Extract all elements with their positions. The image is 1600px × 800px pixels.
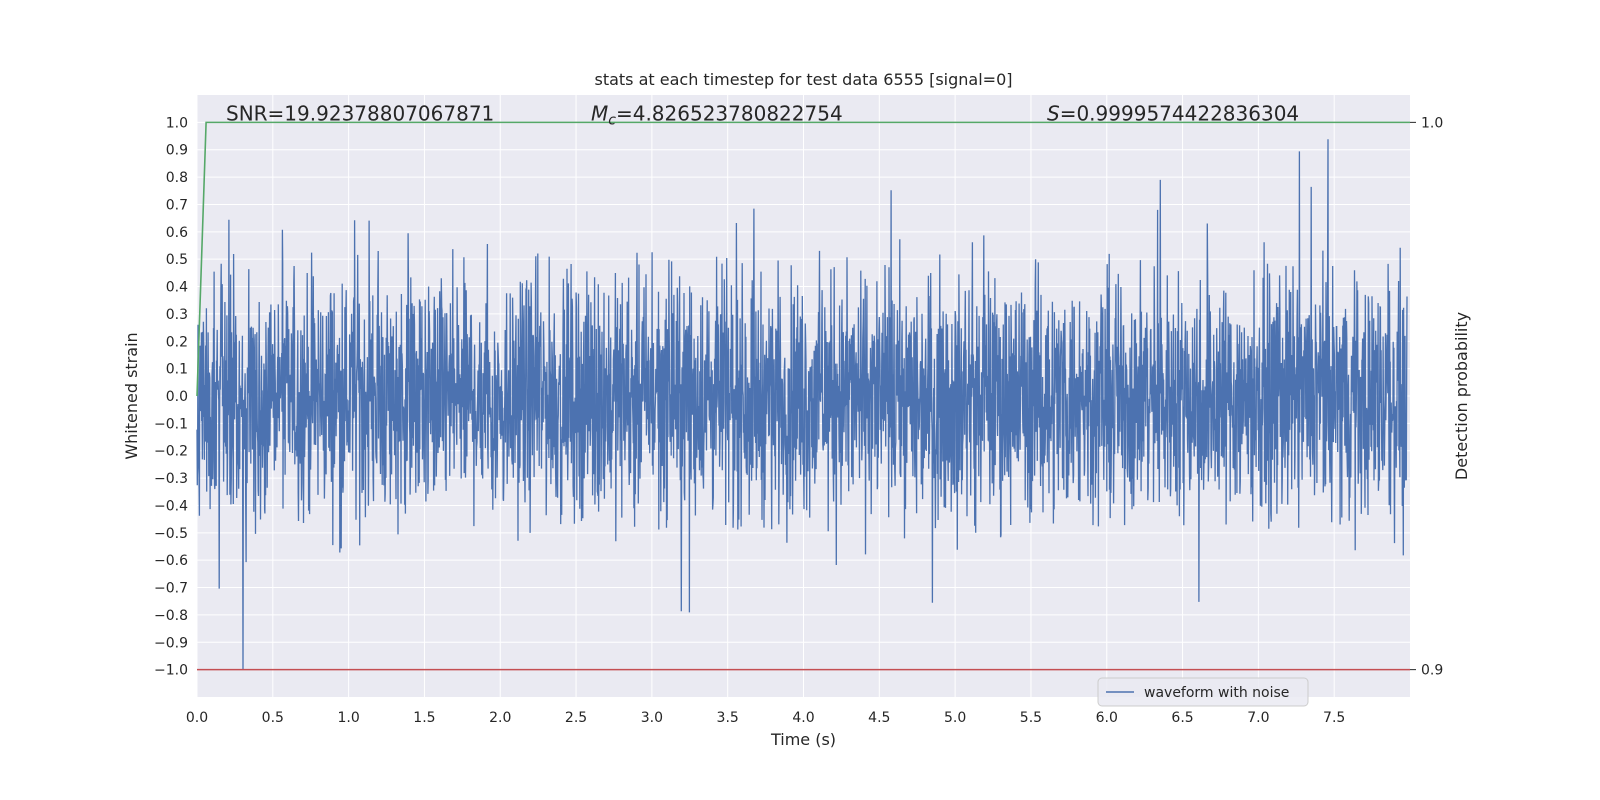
y2-tick-label: 1.0 xyxy=(1421,115,1443,131)
y2-axis-ticks: 1.0 0.9 xyxy=(1410,115,1443,679)
legend: waveform with noise xyxy=(1097,677,1309,707)
x-tick-label: 0.5 xyxy=(262,710,284,726)
detection-probability-line xyxy=(196,121,1410,397)
y-tick-label: 0.6 xyxy=(166,225,188,241)
x-tick-label: 4.5 xyxy=(868,710,890,726)
x-tick-label: 2.5 xyxy=(565,710,587,726)
x-tick-label: 3.5 xyxy=(717,710,739,726)
x-tick-label: 5.5 xyxy=(1020,710,1042,726)
chirp-mass-annotation: Mc=4.826523780822754 xyxy=(591,101,843,128)
x-tick-label: 4.0 xyxy=(792,710,814,726)
y-tick-label: 0.8 xyxy=(166,170,188,186)
legend-label: waveform with noise xyxy=(1144,685,1289,701)
y-tick-label: 0.2 xyxy=(166,334,188,350)
detection-stat-annotation: S=0.9999574422836304 xyxy=(1047,101,1299,125)
snr-annotation: SNR=19.92378807067871 xyxy=(226,101,494,125)
y-tick-label: −0.3 xyxy=(154,471,188,487)
y2-axis-label: Detection probability xyxy=(1452,312,1471,480)
y-tick-label: −0.1 xyxy=(154,416,188,432)
x-tick-label: 0.0 xyxy=(186,710,208,726)
y-tick-label: 0.7 xyxy=(166,197,188,213)
noise-trace xyxy=(196,139,1408,670)
y-tick-label: 1.0 xyxy=(166,115,188,131)
x-axis-label: Time (s) xyxy=(770,730,836,749)
x-tick-label: 5.0 xyxy=(944,710,966,726)
y-tick-label: 0.0 xyxy=(166,389,188,405)
y-tick-label: −1.0 xyxy=(154,663,188,679)
series-lines xyxy=(196,121,1410,671)
x-tick-label: 6.0 xyxy=(1096,710,1118,726)
y-tick-label: 0.5 xyxy=(166,252,188,268)
y-axis-label: Whitened strain xyxy=(122,332,141,459)
series-waveform-with-noise xyxy=(196,139,1408,670)
y-axis-ticks: 1.0 0.9 0.8 0.7 0.6 0.5 0.4 0.3 0.2 0.1 0.0 −0.1 −0.… xyxy=(154,115,188,678)
y-tick-label: −0.4 xyxy=(154,498,188,514)
chart-title: stats at each timestep for test data 655… xyxy=(594,70,1012,89)
y-tick-label: −0.8 xyxy=(154,608,188,624)
x-tick-label: 1.0 xyxy=(337,710,359,726)
legend-box xyxy=(1097,677,1309,707)
y-tick-label: 0.4 xyxy=(166,280,188,296)
y-tick-label: −0.2 xyxy=(154,444,188,460)
x-tick-label: 6.5 xyxy=(1171,710,1193,726)
x-axis-ticks: 0.0 0.5 1.0 1.5 2.0 2.5 3.0 3.5 4.0 4.5 5.0 5.5 6.0 6… xyxy=(186,710,1345,726)
y-tick-label: −0.5 xyxy=(154,526,188,542)
y-tick-label: −0.9 xyxy=(154,635,188,651)
x-tick-label: 7.5 xyxy=(1323,710,1345,726)
x-tick-label: 3.0 xyxy=(641,710,663,726)
y-tick-label: −0.7 xyxy=(154,581,188,597)
y-tick-label: 0.9 xyxy=(166,143,188,159)
x-tick-label: 2.0 xyxy=(489,710,511,726)
y-tick-label: 0.1 xyxy=(166,362,188,378)
x-tick-label: 7.0 xyxy=(1247,710,1269,726)
x-tick-label: 1.5 xyxy=(413,710,435,726)
y-tick-label: −0.6 xyxy=(154,553,188,569)
y-tick-label: 0.3 xyxy=(166,307,188,323)
y2-tick-label: 0.9 xyxy=(1421,663,1443,679)
